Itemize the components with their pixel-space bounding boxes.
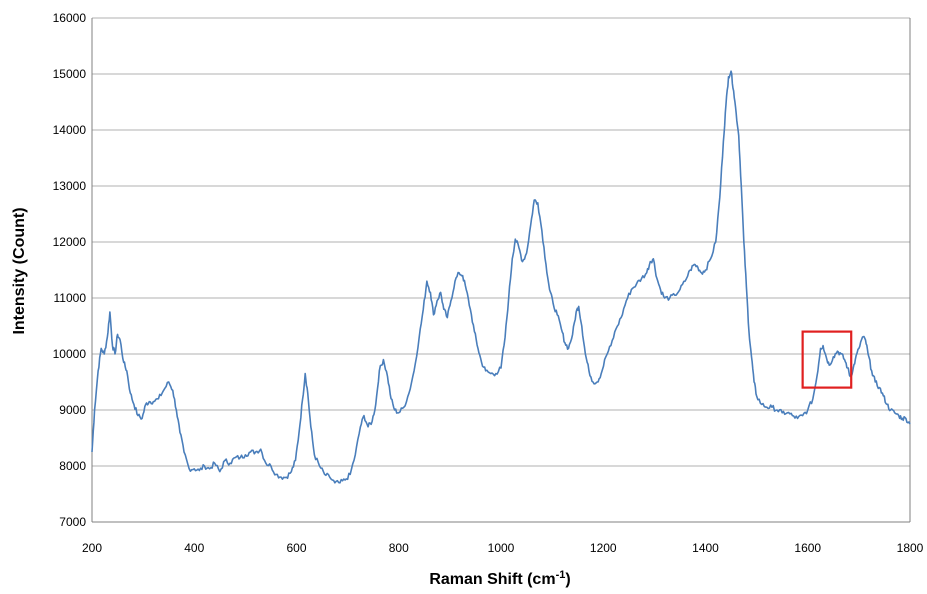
x-tick-label: 1400	[692, 541, 719, 555]
spectrum-series-line	[91, 70, 911, 484]
x-tick-labels: 200 400 600 800 1000 1200 1400 1600 1800	[82, 541, 924, 555]
y-tick-label: 8000	[59, 459, 86, 473]
y-tick-label: 13000	[53, 179, 87, 193]
x-axis-title-end: )	[565, 571, 570, 588]
x-axis-title-sup: -1	[556, 569, 566, 581]
x-tick-label: 600	[286, 541, 306, 555]
y-tick-label: 15000	[53, 67, 87, 81]
gridlines	[92, 17, 910, 467]
y-tick-label: 7000	[59, 515, 86, 529]
y-tick-label: 11000	[54, 291, 87, 305]
y-tick-label: 16000	[53, 11, 87, 25]
x-tick-label: 1800	[897, 541, 924, 555]
x-tick-label: 1600	[794, 541, 821, 555]
x-tick-label: 1000	[488, 541, 515, 555]
y-tick-label: 9000	[59, 403, 86, 417]
y-tick-label: 12000	[53, 235, 87, 249]
x-axis-title-main: Raman Shift (cm	[429, 571, 555, 588]
y-tick-labels: 7000 8000 9000 10000 11000 12000 13000 14000 150…	[53, 11, 87, 529]
x-tick-label: 800	[389, 541, 409, 555]
x-tick-label: 200	[82, 541, 102, 555]
y-axis-title: Intensity (Count)	[11, 207, 28, 334]
y-tick-label: 14000	[53, 123, 87, 137]
x-axis-title: Raman Shift (cm-1)	[429, 569, 570, 588]
axes	[91, 18, 911, 523]
x-tick-label: 400	[184, 541, 204, 555]
x-tick-label: 1200	[590, 541, 617, 555]
y-tick-label: 10000	[53, 347, 87, 361]
highlight-box	[801, 330, 853, 389]
